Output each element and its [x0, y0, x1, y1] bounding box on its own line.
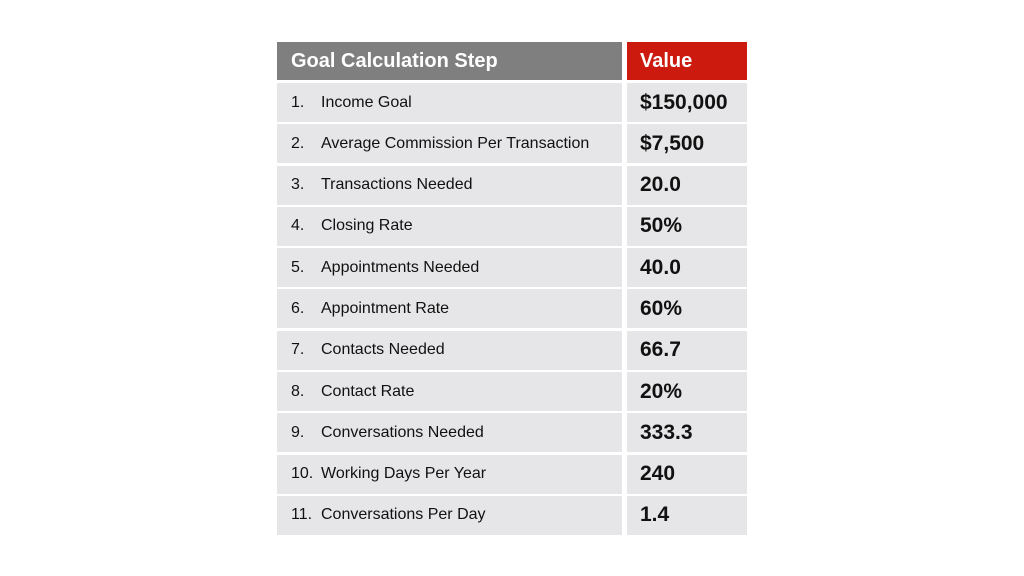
step-number: 6. [291, 299, 305, 317]
step-label: Average Commission Per Transaction [321, 134, 590, 152]
step-number: 7. [291, 341, 305, 359]
step-label: Conversations Per Day [321, 506, 486, 524]
table-row: 1. Income Goal $150,000 [277, 83, 747, 122]
table-row: 5. Appointments Needed 40.0 [277, 248, 747, 288]
value-cell: $7,500 [627, 124, 747, 164]
value-cell: 40.0 [627, 248, 747, 288]
step-label: Appointments Needed [321, 258, 480, 276]
step-number: 1. [291, 93, 305, 111]
table-row: 9. Conversations Needed 333.3 [277, 413, 747, 453]
step-label: Working Days Per Year [321, 465, 487, 483]
step-label: Contact Rate [321, 382, 415, 400]
goal-calculation-table: Goal Calculation Step Value 1. Income Goa… [277, 42, 747, 537]
step-number: 10. [291, 465, 314, 483]
step-number: 9. [291, 423, 305, 441]
step-cell: 4. Closing Rate [277, 206, 622, 246]
step-cell: 11. Conversations Per Day [277, 495, 622, 535]
value-cell: 333.3 [627, 413, 747, 453]
step-label: Transactions Needed [321, 176, 473, 194]
step-label: Contacts Needed [321, 341, 445, 359]
step-number: 11. [291, 506, 313, 524]
step-label: Income Goal [321, 93, 412, 111]
header-value: Value [627, 42, 747, 80]
table-row: 11. Conversations Per Day 1.4 [277, 495, 747, 535]
value-cell: 20.0 [627, 165, 747, 205]
step-cell: 3. Transactions Needed [277, 165, 622, 205]
table-row: 3. Transactions Needed 20.0 [277, 165, 747, 205]
table-row: 10. Working Days Per Year 240 [277, 454, 747, 494]
step-label: Appointment Rate [321, 299, 450, 317]
table-header-row: Goal Calculation Step Value [277, 42, 747, 80]
step-number: 3. [291, 176, 305, 194]
value-cell: $150,000 [627, 83, 747, 122]
table-row: 4. Closing Rate 50% [277, 206, 747, 246]
value-cell: 50% [627, 206, 747, 246]
step-cell: 2. Average Commission Per Transaction [277, 124, 622, 164]
step-cell: 9. Conversations Needed [277, 413, 622, 453]
step-cell: 1. Income Goal [277, 83, 622, 122]
step-label: Conversations Needed [321, 423, 484, 441]
step-number: 4. [291, 217, 305, 235]
value-cell: 60% [627, 289, 747, 329]
header-step: Goal Calculation Step [277, 42, 622, 80]
table-row: 2. Average Commission Per Transaction $7,… [277, 124, 747, 164]
step-cell: 10. Working Days Per Year [277, 454, 622, 494]
step-number: 2. [291, 134, 305, 152]
table-row: 6. Appointment Rate 60% [277, 289, 747, 329]
step-cell: 5. Appointments Needed [277, 248, 622, 288]
step-cell: 7. Contacts Needed [277, 330, 622, 370]
step-label: Closing Rate [321, 217, 413, 235]
value-cell: 66.7 [627, 330, 747, 370]
step-number: 5. [291, 258, 305, 276]
step-cell: 8. Contact Rate [277, 372, 622, 412]
value-cell: 20% [627, 372, 747, 412]
table-row: 8. Contact Rate 20% [277, 372, 747, 412]
value-cell: 240 [627, 454, 747, 494]
step-number: 8. [291, 382, 305, 400]
value-cell: 1.4 [627, 495, 747, 535]
step-cell: 6. Appointment Rate [277, 289, 622, 329]
table-row: 7. Contacts Needed 66.7 [277, 330, 747, 370]
